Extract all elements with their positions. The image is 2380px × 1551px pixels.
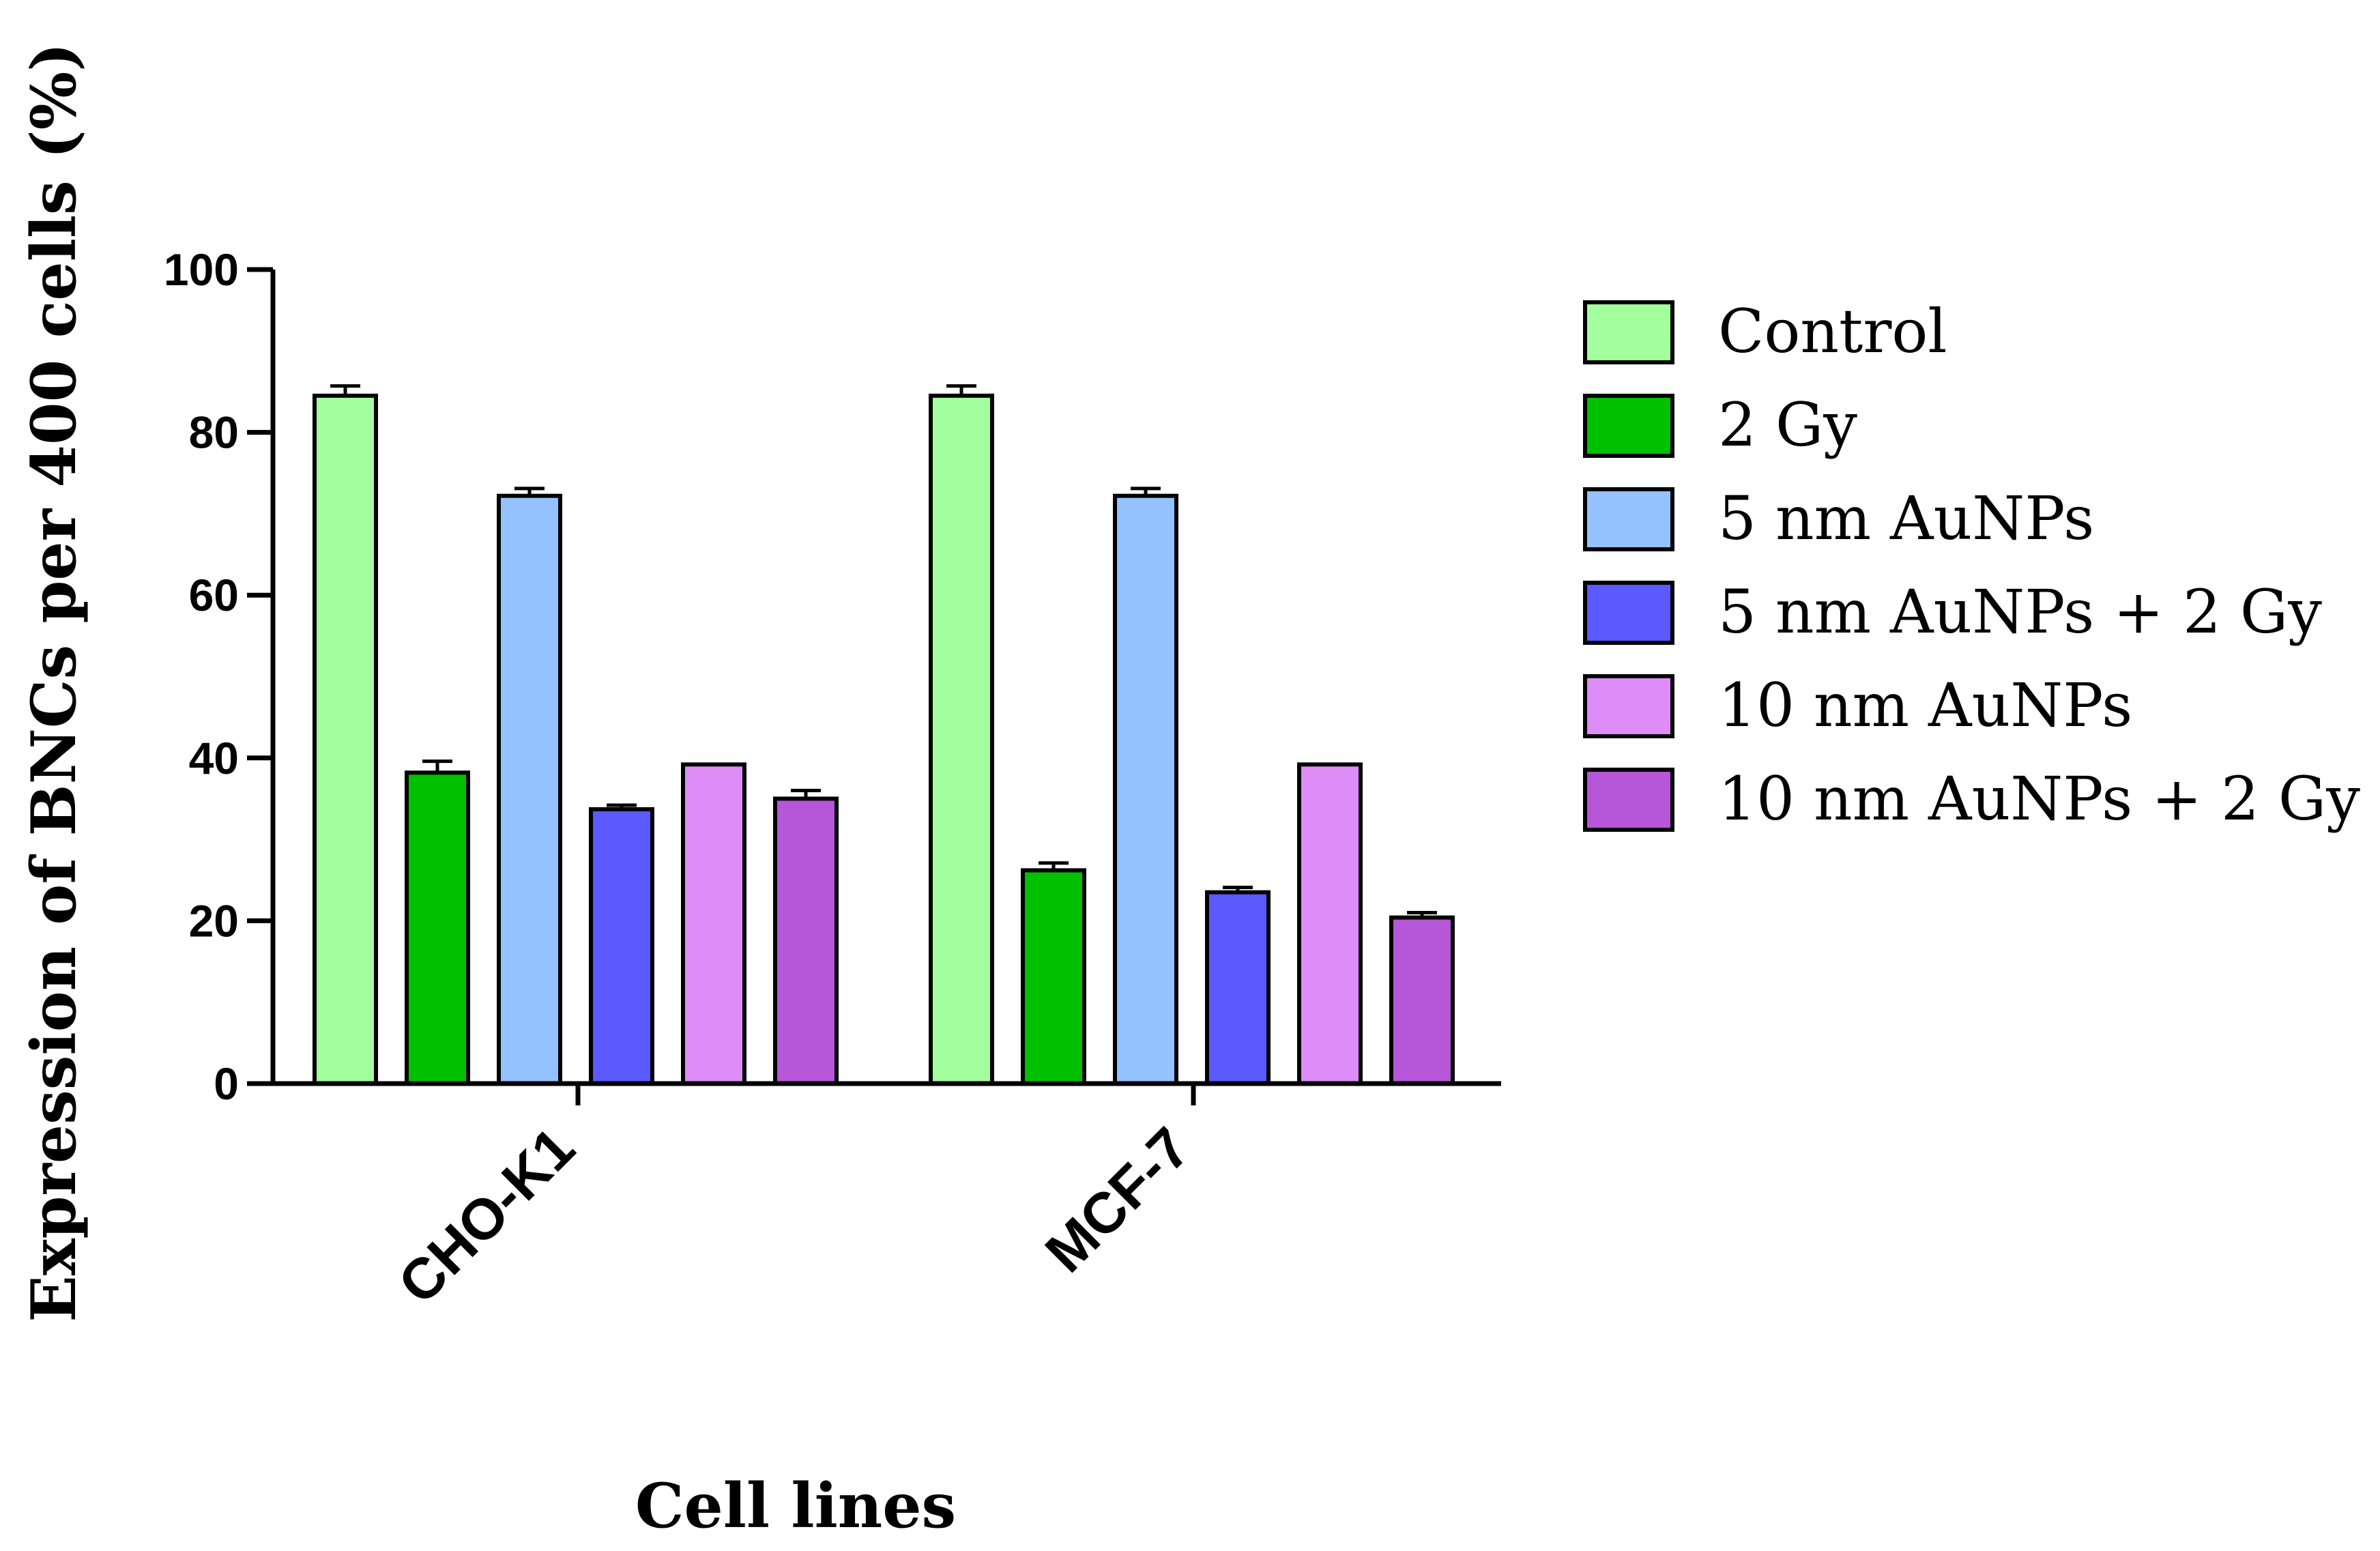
bar-mcf-7-5: [1389, 915, 1455, 1086]
x-tick-label: CHO-K1: [386, 1115, 587, 1316]
bar-cho-k1-3: [589, 807, 654, 1086]
error-bars-group: [330, 384, 1437, 918]
bar-mcf-7-1: [1021, 868, 1086, 1086]
legend-label: 10 nm AuNPs + 2 Gy: [1718, 764, 2360, 834]
legend-swatch: [1583, 768, 1674, 832]
y-tick-label: 100: [164, 244, 239, 295]
legend-label: Control: [1718, 296, 1947, 366]
bar-mcf-7-0: [929, 393, 994, 1086]
legend-label: 10 nm AuNPs: [1718, 670, 2132, 740]
legend-label: 5 nm AuNPs + 2 Gy: [1718, 577, 2322, 647]
bar-cho-k1-2: [497, 493, 562, 1086]
legend-label: 2 Gy: [1718, 390, 1857, 460]
legend-swatch: [1583, 487, 1674, 551]
bar-cho-k1-1: [405, 770, 470, 1086]
bar-cho-k1-0: [313, 393, 378, 1086]
bar-cho-k1-4: [681, 762, 746, 1086]
bar-mcf-7-3: [1205, 890, 1271, 1086]
y-tick-label: 60: [189, 570, 239, 620]
x-axis-title: Cell lines: [635, 1470, 956, 1542]
y-tick-label: 0: [214, 1058, 239, 1109]
y-axis-title: Expression of BNCs per 400 cells (%): [18, 42, 90, 1322]
x-tick-label: MCF-7: [1033, 1115, 1202, 1284]
x-ticks-group: CHO-K1 MCF-7: [386, 1084, 1202, 1316]
y-tick-label: 20: [189, 895, 239, 946]
legend-swatch: [1583, 581, 1674, 645]
y-tick-label: 80: [189, 407, 239, 458]
bar-mcf-7-2: [1113, 493, 1178, 1086]
bar-cho-k1-5: [773, 796, 839, 1086]
legend-label: 5 nm AuNPs: [1718, 483, 2094, 553]
bar-mcf-7-4: [1297, 762, 1363, 1086]
y-ticks-group: 0 20 40 60 80 100: [164, 244, 273, 1109]
legend-swatch: [1583, 394, 1674, 458]
legend-swatch: [1583, 300, 1674, 364]
y-tick-label: 40: [189, 733, 239, 783]
bars-group: [313, 393, 1455, 1086]
legend-swatch: [1583, 674, 1674, 738]
legend: Control 2 Gy 5 nm AuNPs 5 nm AuNPs + 2 Gy 10…: [1583, 296, 2360, 834]
